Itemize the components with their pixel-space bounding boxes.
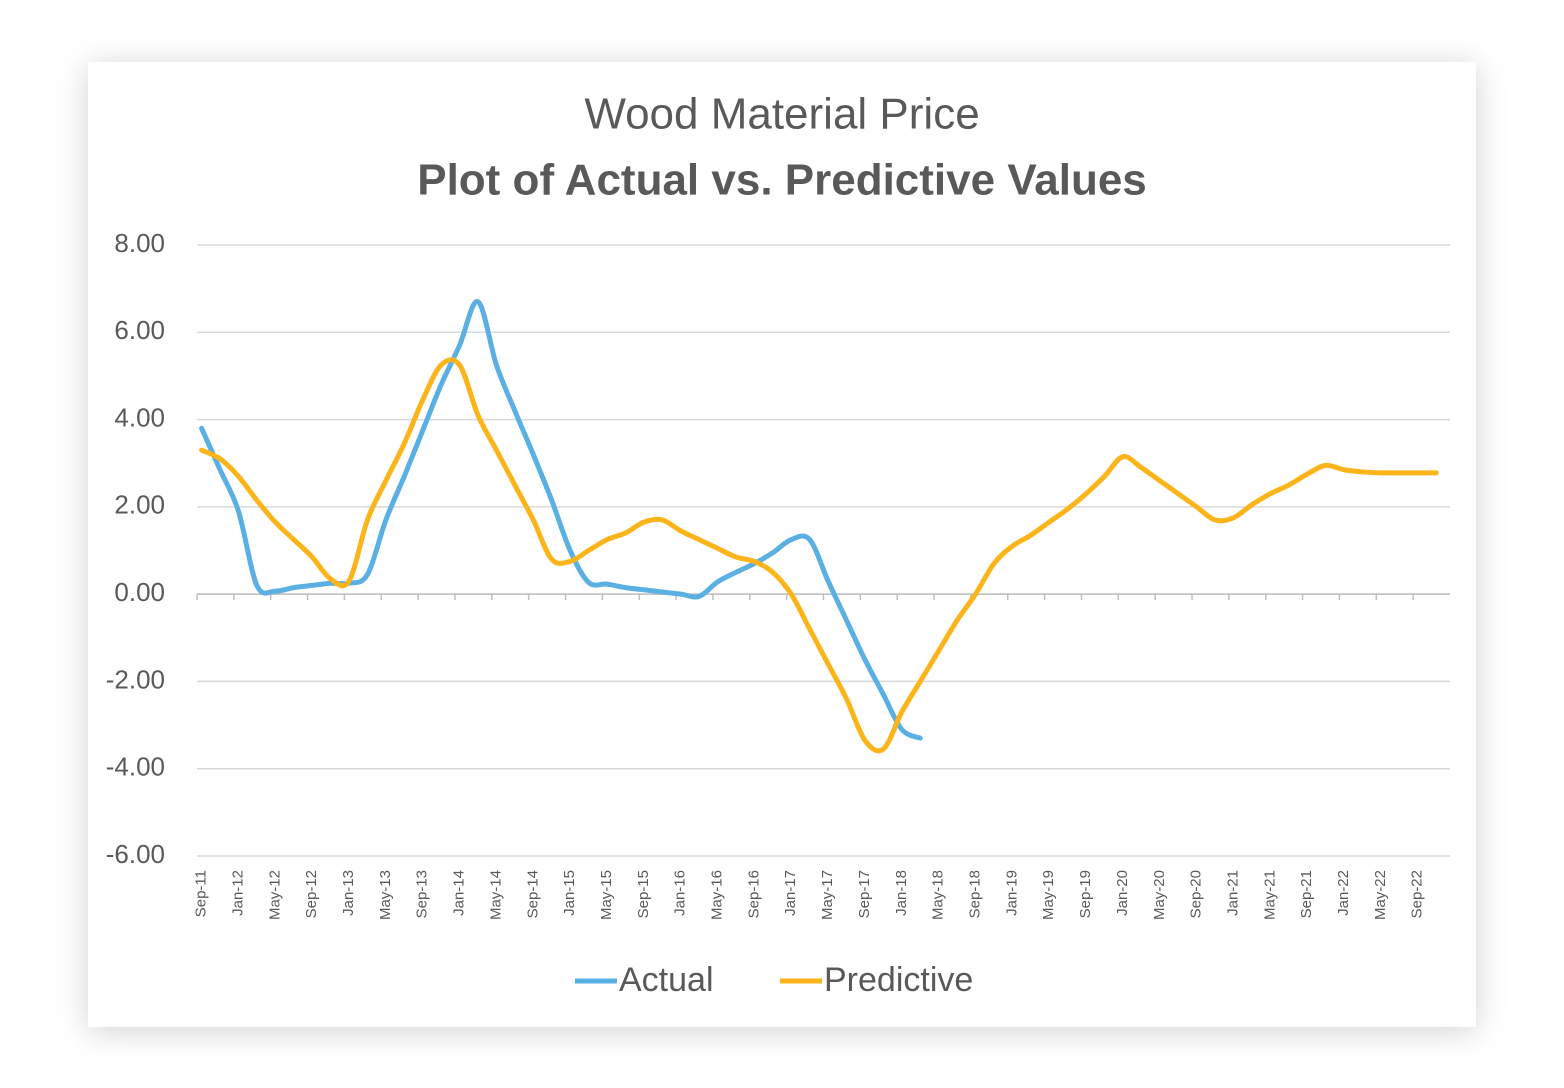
x-tick-label: Jan-20	[1114, 870, 1131, 916]
x-tick-label: May-12	[266, 870, 283, 920]
line-series	[199, 299, 923, 741]
x-tick-label: Sep-12	[303, 870, 320, 918]
x-tick-label: Sep-18	[966, 870, 983, 918]
x-tick-label: Sep-19	[1077, 870, 1094, 918]
chart-title: Wood Material Price	[584, 90, 979, 139]
x-tick-label: May-18	[930, 870, 947, 920]
y-tick-label: 0.00	[114, 577, 165, 607]
x-tick-label: Sep-20	[1188, 870, 1205, 918]
x-tick-label: Sep-11	[193, 870, 210, 917]
x-tick-label: Sep-15	[635, 870, 652, 918]
y-tick-label: 4.00	[114, 402, 165, 432]
x-tick-label: May-14	[487, 870, 504, 920]
x-tick-label: Jan-12	[229, 870, 246, 916]
chart-subtitle: Plot of Actual vs. Predictive Values	[417, 156, 1147, 205]
x-tick-label: May-22	[1372, 870, 1389, 920]
x-tick-label: May-19	[1040, 870, 1057, 920]
x-tick-label: May-17	[819, 870, 836, 920]
x-tick-label: May-21	[1261, 870, 1278, 920]
x-tick-label: Jan-14	[451, 870, 468, 916]
x-tick-label: Jan-22	[1335, 870, 1352, 916]
y-tick-label: -2.00	[106, 664, 165, 694]
x-tick-label: Jan-21	[1224, 870, 1241, 916]
x-tick-label: Jan-13	[340, 870, 357, 916]
x-tick-label: Jan-16	[672, 870, 689, 916]
x-tick-label: Sep-22	[1409, 870, 1426, 918]
x-tick-label: May-20	[1151, 870, 1168, 920]
x-tick-label: May-13	[377, 870, 394, 920]
x-tick-label: Jan-18	[893, 870, 910, 916]
y-tick-label: 8.00	[114, 228, 165, 258]
x-tick-label: May-16	[709, 870, 726, 920]
x-tick-label: Sep-13	[414, 870, 431, 918]
x-tick-label: Sep-17	[856, 870, 873, 918]
y-tick-label: 2.00	[114, 490, 165, 520]
line-series	[199, 357, 1439, 754]
y-tick-label: -6.00	[106, 839, 165, 869]
y-tick-label: 6.00	[114, 315, 165, 345]
x-tick-label: May-15	[598, 870, 615, 920]
x-tick-label: Jan-17	[782, 870, 799, 916]
legend-label: Predictive	[824, 961, 973, 999]
legend-label: Actual	[619, 961, 714, 999]
y-tick-label: -4.00	[106, 752, 165, 782]
x-tick-label: Jan-19	[1003, 870, 1020, 916]
x-tick-label: Sep-21	[1298, 870, 1315, 918]
x-tick-label: Sep-16	[745, 870, 762, 918]
x-tick-label: Sep-14	[524, 870, 541, 918]
x-tick-label: Jan-15	[561, 870, 578, 916]
